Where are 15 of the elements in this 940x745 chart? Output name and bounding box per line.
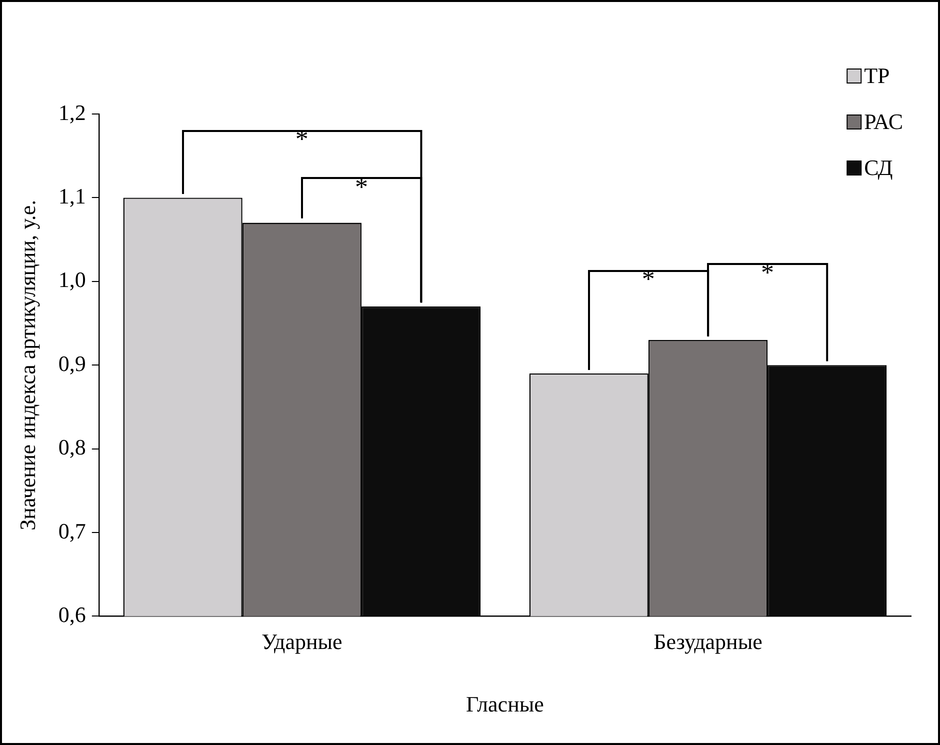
y-tick-label: 1,0 xyxy=(58,267,86,292)
legend-label: РАС xyxy=(864,108,904,134)
annotation: * xyxy=(354,172,368,202)
legend-label: СД xyxy=(864,154,893,180)
y-tick-label: 1,1 xyxy=(58,183,86,208)
x-tick-label: Безударные xyxy=(654,629,762,654)
y-tick-label: 0,6 xyxy=(58,602,86,627)
x-axis-title: Гласные xyxy=(466,692,544,717)
y-tick-label: 1,2 xyxy=(58,100,86,125)
y-axis-title: Значение индекса артикуляции, у.е. xyxy=(14,200,40,530)
y-tick-label: 0,8 xyxy=(58,434,86,460)
y-tick-label: 0,7 xyxy=(58,518,86,544)
legend-label: ТР xyxy=(864,62,890,88)
y-tick-label: 0,9 xyxy=(58,350,86,376)
x-tick-label: Ударные xyxy=(262,629,342,654)
